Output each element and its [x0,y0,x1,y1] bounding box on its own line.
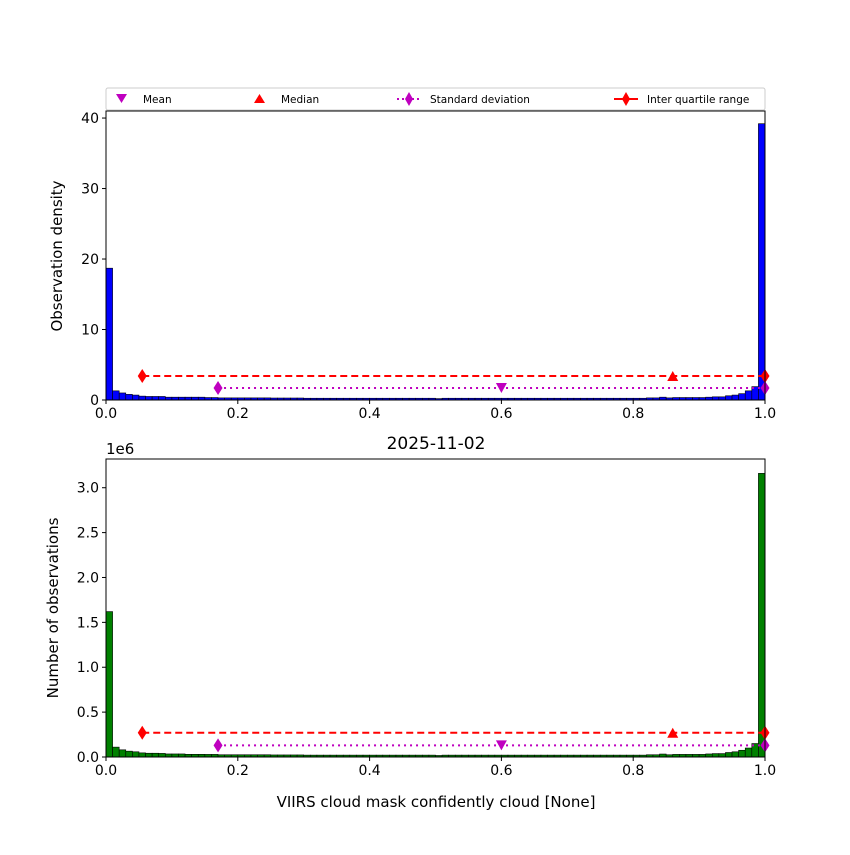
histogram-bar [158,753,166,758]
histogram-bar [151,752,160,758]
y-tick-label: 0.5 [77,705,99,721]
histogram-bar [725,395,733,401]
y-tick-label: 30 [81,182,99,198]
x-tick-label: 0.0 [95,406,117,422]
histogram-bar [118,749,127,758]
x-tick-label: 0.0 [95,763,117,779]
y-offset-label: 1e6 [106,440,134,458]
legend-iqr-marker [622,92,630,106]
chart-title: 2025-11-02 [387,434,486,454]
histogram-bar [112,390,120,401]
histogram-bar [138,752,146,758]
x-tick-label: 1.0 [754,406,776,422]
histogram-bar [138,395,146,401]
histogram-bar [125,750,133,758]
x-tick-label: 0.4 [358,763,380,779]
histogram-bar [125,394,133,401]
legend-median: Median [281,94,319,106]
histogram-bar [731,751,739,758]
histogram-bar [718,753,726,758]
mean-marker [495,740,507,751]
histogram-bar [744,390,753,401]
iqr-marker [137,369,147,384]
x-tick-label: 0.2 [227,763,249,779]
median-marker [667,727,679,738]
legend: Mean Median Standard deviation Inter qua… [105,87,766,111]
median-marker [667,371,679,382]
x-tick-label: 0.4 [358,406,380,422]
top-y-axis-label: Observation density [48,180,66,331]
histogram-bar [158,396,166,401]
x-tick-label: 0.8 [622,763,644,779]
x-tick-label: 0.8 [622,406,644,422]
histogram-bar [731,394,739,401]
axes-frame [105,110,766,401]
bottom-y-axis-label: Number of observations [44,517,62,698]
iqr-marker [137,725,147,740]
y-tick-label: 2.5 [77,526,99,542]
histogram-bar [145,752,153,758]
axes-frame [105,458,766,758]
x-tick-label: 0.6 [490,763,512,779]
histogram-bar [758,123,766,401]
histogram-bar [725,752,733,758]
legend-mean-marker [116,94,127,103]
y-tick-label: 0.0 [77,750,99,766]
y-tick-label: 1.5 [77,615,99,631]
histogram-bar [711,753,720,758]
std-marker [213,381,223,396]
y-tick-label: 40 [81,111,99,127]
histogram-bar [145,396,153,401]
histogram-bar [758,473,766,758]
y-tick-label: 1.0 [77,660,99,676]
y-tick-label: 2.0 [77,570,99,586]
legend-std: Standard deviation [430,94,530,106]
legend-median-marker [254,94,265,103]
histogram-bar [132,394,140,401]
y-tick-label: 10 [81,323,99,339]
y-tick-label: 3.0 [77,481,99,497]
histogram-bar [105,267,113,401]
mean-marker [495,383,507,394]
top-panel: 0.0 0.2 0.4 0.6 0.8 1.0 0 10 20 30 40 [81,110,776,422]
histogram-bar [744,747,753,758]
histogram-bar [738,749,746,758]
y-tick-label: 0 [90,393,99,409]
bottom-panel: 0.0 0.2 0.4 0.6 0.8 1.0 0.0 0.5 1.0 1.5 2.0 2.5 3.0 [77,458,776,779]
legend-mean: Mean [143,94,172,106]
x-tick-label: 0.2 [227,406,249,422]
x-axis-label: VIIRS cloud mask confidently cloud [None… [277,793,596,811]
histogram-bar [118,392,127,401]
x-tick-label: 0.6 [490,406,512,422]
x-tick-label: 1.0 [754,763,776,779]
histogram-bar [738,393,746,401]
histogram-bar [105,611,113,758]
histogram-bar [112,746,120,758]
std-marker [213,738,223,753]
histogram-bar [132,751,140,758]
histogram-bar [151,396,160,401]
y-tick-label: 20 [81,252,99,268]
legend-iqr: Inter quartile range [647,94,749,106]
legend-std-marker [405,92,413,106]
